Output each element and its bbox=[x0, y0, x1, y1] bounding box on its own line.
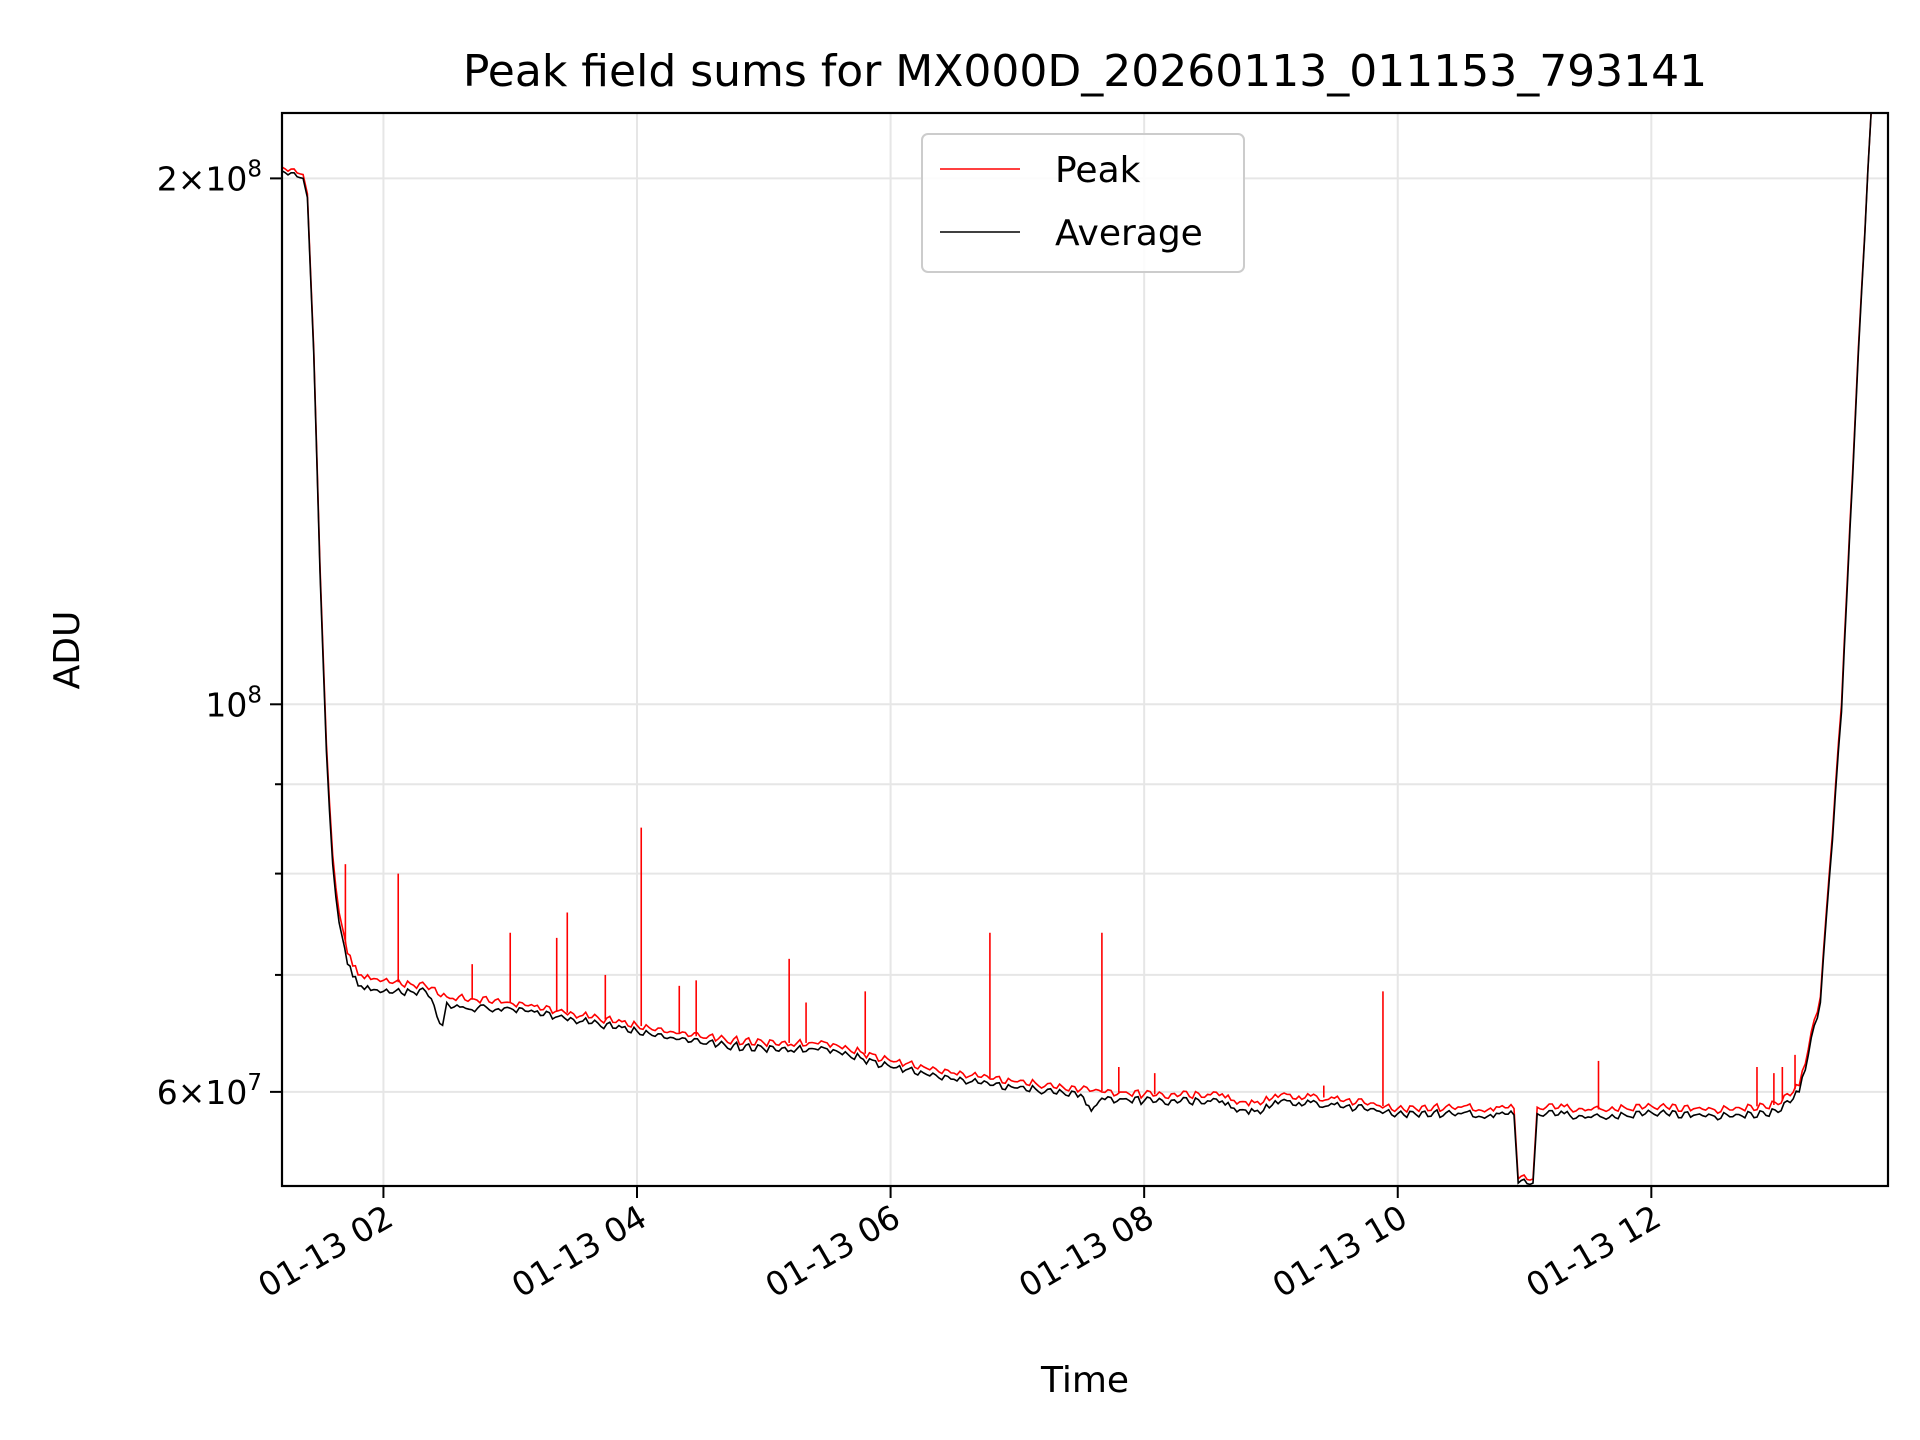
series-line-average bbox=[282, 113, 1872, 1186]
legend: Peak Average bbox=[921, 133, 1245, 273]
y-axis-label: ADU bbox=[47, 611, 88, 690]
legend-label-average: Average bbox=[1055, 213, 1203, 254]
y-tick-label: 108 bbox=[205, 682, 262, 724]
axes-frame bbox=[280, 111, 1890, 1188]
grid bbox=[282, 113, 1888, 1186]
peak-spikes bbox=[344, 827, 1796, 1110]
y-axis-ticks: 6×107 108 2×108 bbox=[157, 156, 282, 1112]
chart-title: Peak field sums for MX000D_20260113_0111… bbox=[463, 46, 1707, 97]
legend-label-peak: Peak bbox=[1055, 150, 1141, 191]
y-tick-label: 2×108 bbox=[157, 156, 262, 198]
series-line-peak bbox=[282, 113, 1872, 1181]
y-tick-label: 6×107 bbox=[157, 1070, 262, 1112]
x-axis-label: Time bbox=[1040, 1360, 1129, 1401]
plot-area bbox=[282, 113, 1872, 1186]
